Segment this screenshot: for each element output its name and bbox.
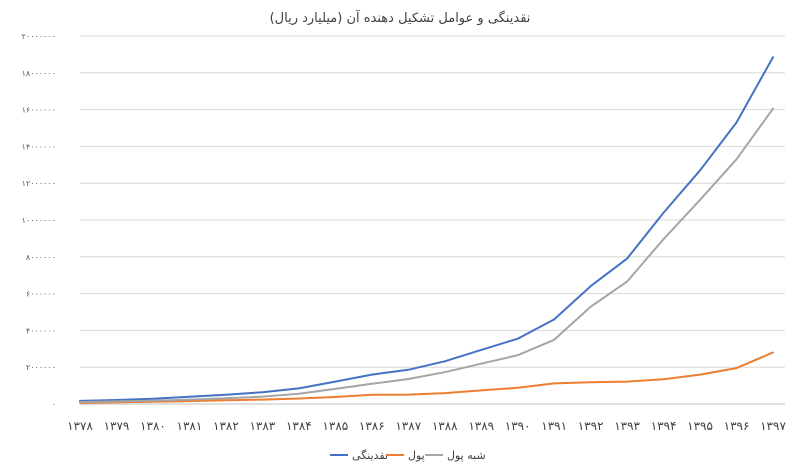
x-tick-label: ۱۳۸۳ [249,419,275,433]
x-tick-label: ۱۳۹۶ [724,419,750,433]
x-tick-label: ۱۳۹۴ [651,419,677,433]
y-tick-label: ۸۰۰۰۰۰۰ [26,253,56,262]
y-tick-label: ۴۰۰۰۰۰۰ [26,326,56,335]
y-tick-label: ۱۲۰۰۰۰۰۰ [22,179,56,188]
x-tick-label: ۱۳۸۱ [177,419,203,433]
series-line-0 [79,56,774,402]
x-tick-label: ۱۳۸۴ [286,419,312,433]
legend-label-0: نقدینگی [352,449,388,462]
x-axis-ticks: ۱۳۷۸ ۱۳۷۹ ۱۳۸۰ ۱۳۸۱ ۱۳۸۲ ۱۳۸۳ ۱۳۸۴ ۱۳۸۵ ۱۳۸۶ ۱۳۸۷… [67,419,786,433]
y-tick-label: ۱۸۰۰۰۰۰۰ [22,69,56,78]
y-tick-label: ۶۰۰۰۰۰۰ [26,290,56,299]
x-tick-label: ۱۳۸۹ [468,419,494,433]
y-tick-label: ۲۰۰۰۰۰۰ [26,363,56,372]
x-tick-label: ۱۳۹۰ [505,419,531,433]
y-tick-label: ۰ [52,400,56,409]
x-tick-label: ۱۳۹۲ [578,419,604,433]
x-tick-label: ۱۳۸۲ [213,419,239,433]
chart-title: نقدینگی و عوامل تشکیل دهنده آن (میلیارد … [270,9,531,26]
y-tick-label: ۱۴۰۰۰۰۰۰ [22,142,56,151]
series-line-1 [79,351,774,404]
x-tick-label: ۱۳۹۱ [541,419,567,433]
x-tick-label: ۱۳۷۹ [104,419,130,433]
legend: نقدینگی پول شبه پول [330,449,486,462]
x-tick-label: ۱۳۹۵ [687,419,713,433]
x-tick-label: ۱۳۸۸ [432,419,458,433]
x-tick-label: ۱۳۷۸ [67,419,93,433]
x-tick-label: ۱۳۸۵ [322,419,348,433]
y-tick-label: ۲۰۰۰۰۰۰۰ [22,32,56,41]
series-lines [79,56,774,404]
x-tick-label: ۱۳۹۳ [614,419,640,433]
legend-label-1: پول [408,449,425,462]
series-line-2 [79,107,774,403]
x-tick-label: ۱۳۹۷ [760,419,786,433]
legend-label-2: شبه پول [447,449,486,462]
y-axis-ticks: ۰ ۲۰۰۰۰۰۰ ۴۰۰۰۰۰۰ ۶۰۰۰۰۰۰ ۸۰۰۰۰۰۰ ۱۰۰۰۰۰۰۰ ۱۲۰… [22,32,56,409]
gridlines [80,35,785,405]
x-tick-label: ۱۳۸۷ [395,419,421,433]
x-tick-label: ۱۳۸۰ [140,419,166,433]
y-tick-label: ۱۶۰۰۰۰۰۰ [22,106,56,115]
y-tick-label: ۱۰۰۰۰۰۰۰ [22,216,56,225]
x-tick-label: ۱۳۸۶ [359,419,385,433]
